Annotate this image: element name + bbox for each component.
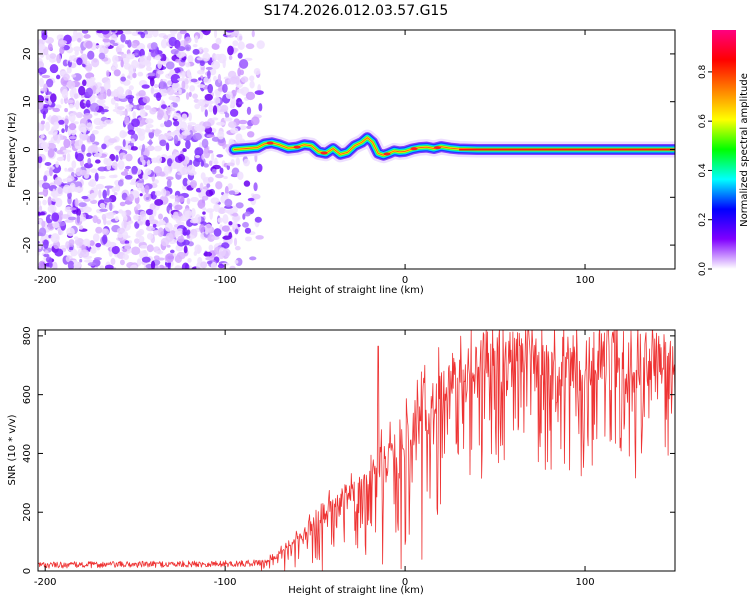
signal-hotspot xyxy=(433,146,441,150)
spectrogram-x-tick-label: -200 xyxy=(34,275,57,286)
spectrogram-y-tick-label: 0 xyxy=(22,146,33,152)
snr-x-tick-label: 100 xyxy=(575,577,594,588)
snr-y-tick-label: 0 xyxy=(22,568,33,574)
colorbar-tick-label: 0.2 xyxy=(698,213,708,227)
snr-panel: -200 -100 0 100 0 200 400 600 800 Height of stra… xyxy=(7,326,676,596)
signal-hotspot xyxy=(320,151,328,155)
signal-hotspot xyxy=(293,145,301,149)
spectrogram-y-tick-label: 10 xyxy=(22,95,33,108)
snr-y-label: SNR (10 * v/v) xyxy=(7,414,18,485)
colorbar-tick-label: 0.0 xyxy=(698,262,708,277)
snr-x-tick-label: 0 xyxy=(402,577,408,588)
figure-title: S174.2026.012.03.57.G15 xyxy=(264,3,449,19)
snr-series-group xyxy=(38,330,675,571)
signal-hotspot xyxy=(266,141,274,145)
colorbar-gradient xyxy=(712,30,736,269)
spectrogram-y-tick-label: -10 xyxy=(22,189,33,205)
colorbar-label: Normalized spectral amplitude xyxy=(739,73,750,227)
snr-x-tick-label: -200 xyxy=(34,577,57,588)
snr-y-tick-label: 200 xyxy=(22,503,33,522)
colorbar-ticks: 0.0 0.2 0.4 0.6 0.8 xyxy=(698,64,712,276)
snr-series-line xyxy=(38,330,675,571)
spectrogram-signal-track xyxy=(226,129,675,164)
spectrogram-y-label: Frequency (Hz) xyxy=(7,112,18,188)
colorbar-tick-label: 0.6 xyxy=(698,114,708,129)
spectrogram-x-tick-label: 0 xyxy=(402,275,408,286)
snr-y-tick-label: 600 xyxy=(22,385,33,404)
snr-x-label: Height of straight line (km) xyxy=(288,585,424,596)
colorbar-tick-label: 0.4 xyxy=(698,163,708,178)
spectrogram-x-tick-label: -100 xyxy=(214,275,237,286)
snr-axes: -200 -100 0 100 0 200 400 600 800 xyxy=(22,326,675,588)
snr-frame xyxy=(37,329,676,572)
spectrogram-y-tick-label: 20 xyxy=(22,48,33,61)
colorbar-tick-label: 0.8 xyxy=(698,64,708,79)
snr-y-tick-label: 400 xyxy=(22,444,33,463)
spectrogram-x-label: Height of straight line (km) xyxy=(288,285,424,296)
snr-y-tick-label: 800 xyxy=(22,326,33,345)
spectrogram-x-tick-label: 100 xyxy=(575,275,594,286)
colorbar: 0.0 0.2 0.4 0.6 0.8 Normalized spectral ampl… xyxy=(698,30,750,276)
signal-hotspot xyxy=(410,147,418,151)
snr-x-tick-label: -100 xyxy=(214,577,237,588)
signal-hotspot xyxy=(383,152,391,156)
spectrogram-y-tick-label: -20 xyxy=(22,237,33,253)
